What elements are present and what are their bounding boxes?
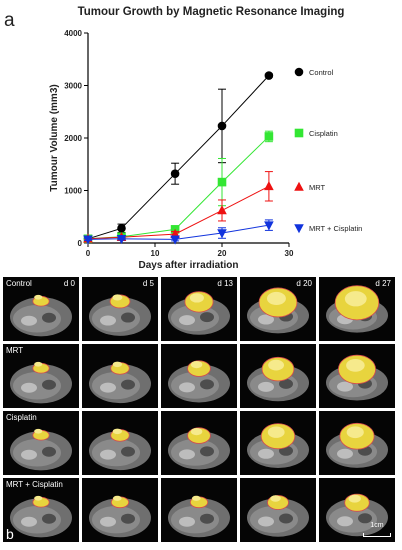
mri-scan-image bbox=[161, 411, 237, 475]
mri-panel-grid: Control d 0 d 5 d 13 d 20 d 27 MRT Cisplatin MRT… bbox=[3, 277, 400, 547]
y-tick-label: 1000 bbox=[64, 187, 82, 196]
mri-scan-image: MRT bbox=[3, 344, 79, 408]
mri-slice bbox=[247, 356, 309, 402]
mri-slice bbox=[89, 361, 151, 404]
data-point-cisplatin bbox=[264, 132, 274, 141]
x-tick-label: 20 bbox=[218, 249, 227, 258]
series-line-control bbox=[87, 75, 270, 240]
mri-slice bbox=[89, 294, 151, 336]
legend-label-mrt: MRT bbox=[309, 183, 326, 192]
growth-chart: a Tumour Growth by Magnetic Resonance Ima… bbox=[4, 6, 362, 271]
treatment-row-label: MRT bbox=[6, 346, 24, 355]
day-label: d 0 bbox=[63, 279, 75, 288]
data-point-mrt bbox=[264, 181, 274, 191]
panel-a-letter: a bbox=[4, 10, 15, 31]
day-label: d 20 bbox=[296, 279, 312, 288]
data-point-control bbox=[170, 169, 180, 178]
legend-label-mrt-cisplatin: MRT + Cisplatin bbox=[309, 224, 362, 233]
series-line-cisplatin bbox=[87, 136, 270, 240]
data-point-control bbox=[217, 121, 227, 131]
mri-scan-image bbox=[240, 411, 316, 475]
data-point-mrt-cisplatin bbox=[83, 235, 93, 245]
mri-scan-image bbox=[82, 344, 158, 408]
mri-scan-image bbox=[240, 478, 316, 542]
data-point-mrt bbox=[217, 205, 227, 215]
mri-slice bbox=[168, 291, 230, 335]
data-point-control bbox=[117, 224, 126, 233]
mri-slice bbox=[247, 287, 309, 334]
legend-label-control: Control bbox=[309, 68, 334, 77]
mri-scan-image: Control d 0 bbox=[3, 277, 79, 341]
y-axis-label: Tumour Volume (mm3) bbox=[49, 84, 60, 191]
day-label: d 5 bbox=[142, 279, 154, 288]
mri-scan-image bbox=[161, 478, 237, 542]
mri-slice bbox=[89, 495, 151, 538]
day-label: d 27 bbox=[375, 279, 391, 288]
treatment-row-label: Cisplatin bbox=[6, 413, 37, 422]
mri-slice bbox=[168, 495, 230, 538]
legend-marker-cisplatin bbox=[294, 128, 304, 138]
mri-scan-image: d 5 bbox=[82, 277, 158, 341]
mri-scan-image bbox=[319, 411, 395, 475]
day-label: d 13 bbox=[217, 279, 233, 288]
legend-marker-control bbox=[294, 67, 304, 77]
legend-marker-mrt bbox=[294, 181, 304, 191]
mri-slice bbox=[326, 285, 388, 333]
mri-slice bbox=[247, 423, 309, 468]
mri-scan-image: d 13 bbox=[161, 277, 237, 341]
mri-slice bbox=[168, 427, 230, 470]
y-tick-label: 0 bbox=[78, 239, 83, 248]
y-tick-label: 3000 bbox=[64, 82, 82, 91]
data-point-mrt-cisplatin bbox=[170, 235, 180, 245]
mri-slice bbox=[168, 360, 230, 403]
mri-slice bbox=[10, 428, 72, 471]
legend-marker-mrt-cisplatin bbox=[294, 224, 304, 234]
scale-bar-label: 1cm bbox=[370, 522, 384, 529]
treatment-row-label: MRT + Cisplatin bbox=[6, 480, 63, 489]
mri-slice bbox=[10, 495, 72, 538]
mri-slice bbox=[89, 428, 151, 471]
data-point-cisplatin bbox=[217, 177, 227, 187]
data-point-control bbox=[264, 71, 274, 80]
mri-scan-image bbox=[82, 478, 158, 542]
mri-scan-image: MRT + Cisplatin b bbox=[3, 478, 79, 542]
scale-bar: 1cm bbox=[363, 522, 391, 538]
x-tick-label: 10 bbox=[151, 249, 160, 258]
x-axis-label: Days after irradiation bbox=[138, 260, 238, 271]
data-point-mrt-cisplatin bbox=[264, 221, 274, 231]
x-tick-label: 30 bbox=[285, 249, 294, 258]
x-tick-label: 0 bbox=[86, 249, 91, 258]
legend-label-cisplatin: Cisplatin bbox=[309, 129, 338, 138]
mri-slice bbox=[10, 294, 72, 337]
mri-slice bbox=[326, 493, 388, 537]
data-point-mrt-cisplatin bbox=[217, 229, 227, 239]
mri-scan-image: d 27 bbox=[319, 277, 395, 341]
mri-scan-image bbox=[240, 344, 316, 408]
data-point-mrt-cisplatin bbox=[116, 235, 127, 245]
mri-scan-image bbox=[82, 411, 158, 475]
mri-scan-image: d 20 bbox=[240, 277, 316, 341]
mri-scan-image: 1cm bbox=[319, 478, 395, 542]
panel-b-letter: b bbox=[6, 526, 14, 542]
mri-slice bbox=[10, 361, 72, 404]
y-tick-label: 4000 bbox=[64, 29, 82, 38]
mri-slice bbox=[326, 422, 388, 468]
mri-slice bbox=[247, 495, 309, 537]
mri-scan-image bbox=[161, 344, 237, 408]
y-tick-label: 2000 bbox=[64, 134, 82, 143]
chart-title: Tumour Growth by Magnetic Resonance Imag… bbox=[78, 6, 345, 18]
mri-scan-image: Cisplatin bbox=[3, 411, 79, 475]
mri-slice bbox=[326, 354, 388, 401]
mri-scan-image bbox=[319, 344, 395, 408]
treatment-row-label: Control bbox=[6, 279, 32, 288]
